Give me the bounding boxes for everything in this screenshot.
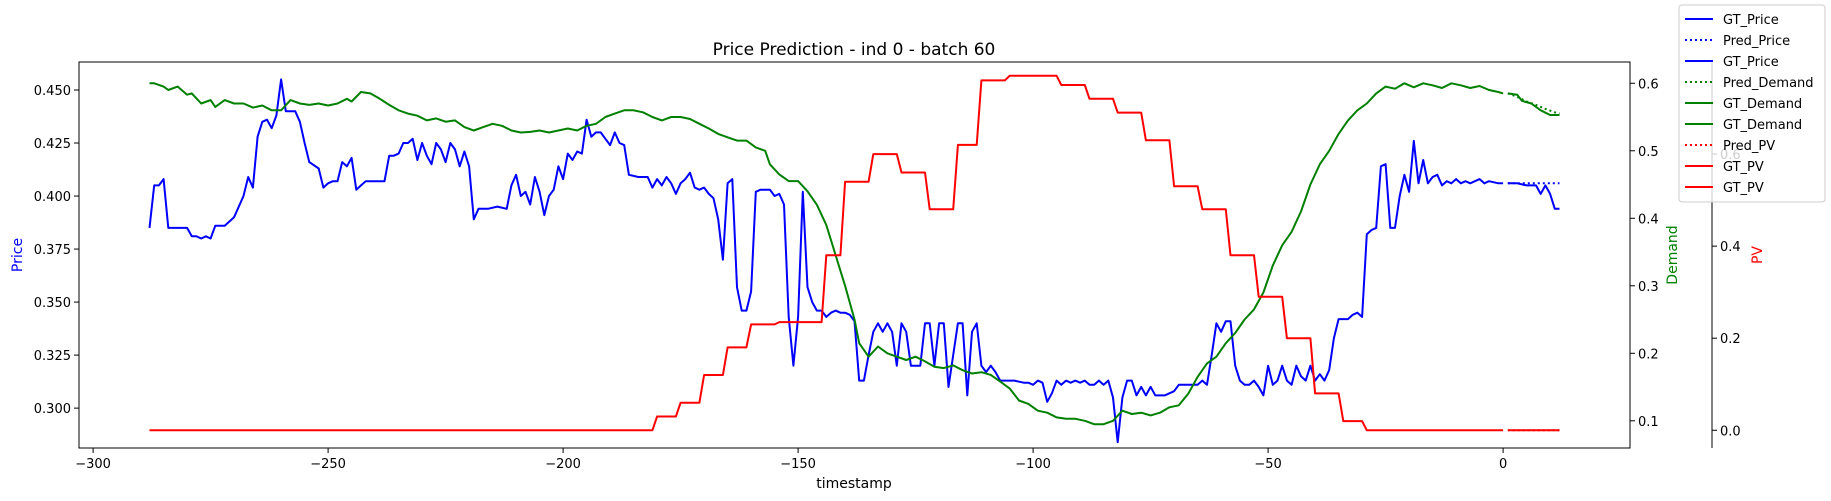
price-tick-label: 0.400 (34, 190, 71, 205)
price-tick-label: 0.300 (34, 402, 71, 417)
series-line-gt-demand (1507, 92, 1560, 116)
series-line-pred-demand (1507, 92, 1560, 115)
legend-entry-label: GT_Demand (1723, 118, 1802, 133)
price-tick-label: 0.425 (34, 137, 71, 152)
price-axis: 0.300 0.325 0.350 0.375 0.400 0.425 0.450 (34, 84, 79, 417)
pv-axis-label: PV (1750, 246, 1766, 264)
series-line-gt-price (148, 78, 1504, 444)
x-tick-label: −200 (545, 457, 581, 472)
demand-tick-label: 0.1 (1638, 415, 1659, 430)
price-tick-label: 0.325 (34, 349, 71, 364)
demand-axis: 0.1 0.2 0.3 0.4 0.5 0.6 (1630, 77, 1659, 430)
x-tick-label: −50 (1254, 457, 1281, 472)
series-layer (148, 74, 1560, 444)
legend-entry-label: Pred_Price (1723, 34, 1790, 49)
legend-entry-label: Pred_Demand (1723, 76, 1814, 91)
series-line-gt-price (1507, 182, 1560, 210)
price-tick-label: 0.350 (34, 296, 71, 311)
chart-title: Price Prediction - ind 0 - batch 60 (713, 40, 996, 60)
demand-tick-label: 0.3 (1638, 280, 1659, 295)
demand-tick-label: 0.2 (1638, 347, 1659, 362)
x-tick-label: −100 (1015, 457, 1051, 472)
x-axis: −300 −250 −200 −150 −100 −50 0 (75, 448, 1507, 472)
pv-tick-label: 0.0 (1720, 424, 1741, 439)
demand-tick-label: 0.6 (1638, 77, 1659, 92)
x-tick-label: −250 (310, 457, 346, 472)
x-tick-label: −150 (780, 457, 816, 472)
legend-box (1678, 4, 1826, 203)
legend-entry-label: GT_Price (1723, 55, 1779, 70)
price-axis-label: Price (10, 238, 26, 272)
x-axis-label: timestamp (816, 476, 892, 492)
pv-tick-label: 0.4 (1720, 240, 1741, 255)
price-tick-label: 0.375 (34, 243, 71, 258)
price-tick-label: 0.450 (34, 84, 71, 99)
x-tick-label: −300 (75, 457, 111, 472)
legend-entry-label: GT_PV (1723, 181, 1764, 196)
demand-tick-label: 0.4 (1638, 212, 1659, 227)
plot-frame (78, 61, 1631, 449)
legend-entry-label: Pred_PV (1723, 139, 1775, 154)
x-tick-label: 0 (1499, 457, 1507, 472)
series-line-gt-demand (149, 82, 1504, 426)
legend: GT_Price Pred_Price GT_Price Pred_Demand GT_… (1678, 4, 1826, 203)
legend-entry-label: GT_Price (1723, 13, 1779, 28)
legend-entry-label: GT_PV (1723, 160, 1764, 175)
demand-axis-label: Demand (1665, 225, 1681, 284)
pv-tick-label: 0.2 (1720, 332, 1741, 347)
series-line-gt-pv (149, 74, 1504, 432)
demand-tick-label: 0.5 (1638, 145, 1659, 160)
legend-entry-label: GT_Demand (1723, 97, 1802, 112)
